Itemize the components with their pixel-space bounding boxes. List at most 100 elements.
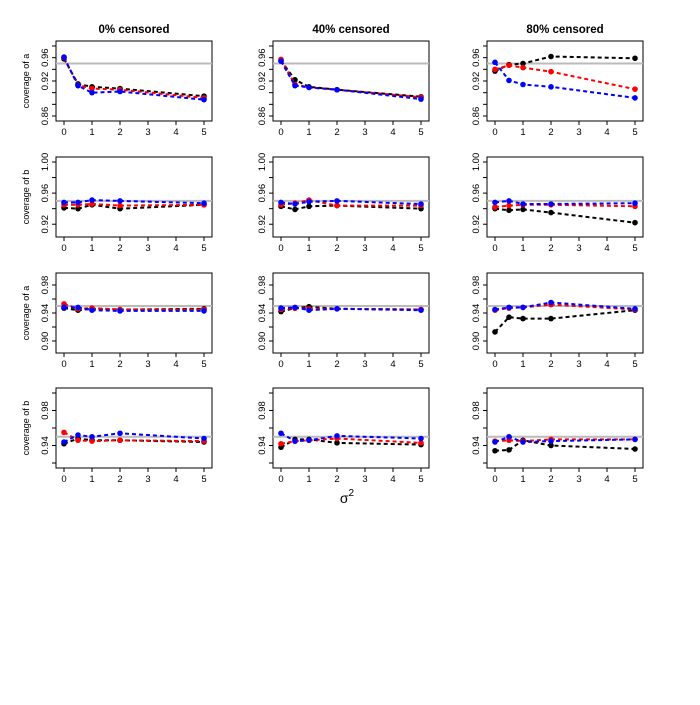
- data-point-blue: [117, 88, 123, 95]
- y-tick-label: 0.98: [471, 401, 482, 420]
- data-point-blue: [89, 89, 95, 96]
- x-tick-label: 0: [278, 474, 283, 485]
- panel-r4c2: 0.94 0.98 0 1 2 3 4 5: [257, 387, 430, 485]
- y-tick-label: 0.96: [257, 184, 268, 203]
- data-point-blue: [520, 304, 526, 311]
- x-tick-label: 4: [390, 127, 395, 138]
- x-tick-label: 4: [173, 474, 178, 485]
- y-tick-label: 0.90: [471, 332, 482, 351]
- series-line-red: [64, 202, 205, 207]
- y-tick-label: 1.00: [471, 153, 482, 172]
- panel-r4c3: 0.94 0.98 0 1 2 3 4 5: [471, 387, 644, 485]
- x-tick-label: 0: [492, 359, 497, 370]
- x-tick-label: 0: [61, 474, 66, 485]
- x-tick-label: 2: [334, 243, 339, 254]
- x-tick-label: 1: [520, 474, 525, 485]
- data-point-red: [117, 437, 123, 444]
- y-tick-label: 0.86: [40, 107, 51, 126]
- data-point-blue: [548, 201, 554, 207]
- data-point-blue: [520, 439, 526, 445]
- data-point-red: [117, 202, 123, 209]
- x-tick-label: 4: [173, 243, 178, 254]
- x-tick-label: 5: [418, 127, 423, 138]
- x-tick-label: 3: [145, 474, 150, 485]
- series-line-black: [494, 207, 636, 224]
- y-tick-label: 0.90: [40, 332, 51, 351]
- x-tick-label: 4: [390, 359, 395, 370]
- x-tick-label: 1: [306, 127, 311, 138]
- data-point-blue: [89, 197, 95, 203]
- data-point-blue: [278, 199, 284, 206]
- x-tick-label: 1: [520, 127, 525, 138]
- x-tick-label: 2: [117, 243, 122, 254]
- series-line-black: [494, 309, 636, 333]
- data-point-blue: [75, 304, 81, 311]
- y-tick-label: 0.94: [471, 304, 482, 323]
- data-point-black: [548, 442, 554, 449]
- data-point-blue: [61, 199, 67, 206]
- data-point-red: [632, 86, 638, 92]
- x-tick-label: 2: [548, 474, 553, 485]
- data-point-blue: [75, 199, 81, 206]
- series-line-black: [280, 60, 422, 98]
- data-point-blue: [89, 307, 95, 314]
- panel-frame: [272, 387, 430, 469]
- panel-r2c3: 0.92 0.96 1.00 0 1 2 3 4 5: [471, 153, 644, 254]
- series-line-blue: [280, 60, 422, 101]
- data-point-blue: [334, 86, 340, 93]
- panel-r3c1: coverage of a 0.90 0.94 0.98 0 1 2 3 4 5: [21, 272, 213, 370]
- x-tick-label: 3: [576, 127, 581, 138]
- panel-frame: [486, 156, 644, 238]
- series-line-blue: [63, 56, 205, 101]
- data-point-red: [506, 202, 512, 209]
- x-tick-label: 0: [278, 243, 283, 254]
- x-tick-label: 0: [492, 127, 497, 138]
- x-tick-label: 5: [201, 243, 206, 254]
- y-tick-label: 0.92: [40, 72, 51, 91]
- x-tick-label: 2: [548, 359, 553, 370]
- data-point-blue: [201, 96, 207, 103]
- data-point-red: [89, 201, 95, 207]
- x-tick-label: 4: [604, 127, 609, 138]
- y-tick-label: 0.98: [40, 401, 51, 420]
- y-tick-label: 0.94: [40, 304, 51, 323]
- data-point-blue: [201, 435, 207, 442]
- panel-r1c3: 80% censored 0.86 0.92 0.96 0 1 2 3 4 5: [471, 24, 644, 138]
- y-tick-label: 0.98: [471, 276, 482, 295]
- y-tick-label: 0.92: [40, 215, 51, 234]
- x-tick-label: 5: [632, 474, 637, 485]
- x-tick-label: 3: [362, 127, 367, 138]
- data-point-blue: [418, 307, 424, 314]
- data-point-blue: [292, 438, 298, 444]
- data-point-blue: [201, 200, 207, 207]
- data-point-blue: [334, 198, 340, 204]
- data-point-blue: [548, 299, 554, 306]
- x-tick-label: 1: [89, 243, 94, 254]
- data-point-blue: [292, 82, 298, 89]
- data-point-blue: [201, 308, 207, 314]
- panel-title: 40% censored: [312, 24, 389, 36]
- y-tick-label: 0.94: [40, 436, 51, 455]
- x-tick-label: 0: [61, 359, 66, 370]
- data-point-black: [520, 315, 526, 322]
- y-tick-label: 0.96: [471, 184, 482, 203]
- x-tick-label: 0: [492, 474, 497, 485]
- data-point-red: [75, 437, 81, 444]
- y-tick-label: 0.94: [257, 304, 268, 323]
- x-tick-label: 1: [89, 127, 94, 138]
- x-tick-label: 4: [173, 359, 178, 370]
- data-point-blue: [89, 433, 95, 440]
- data-point-black: [292, 77, 298, 83]
- y-axis-label: coverage of a: [21, 286, 31, 341]
- data-point-blue: [117, 198, 123, 204]
- data-point-red: [89, 438, 95, 444]
- x-tick-label: 3: [362, 359, 367, 370]
- series-line-blue: [494, 61, 636, 99]
- x-axis-main-label-base: σ: [340, 490, 349, 506]
- data-point-black: [548, 315, 554, 322]
- data-point-red: [492, 66, 498, 73]
- x-tick-label: 4: [604, 243, 609, 254]
- y-tick-label: 0.86: [471, 107, 482, 126]
- x-tick-label: 0: [61, 127, 66, 138]
- data-point-blue: [418, 96, 424, 102]
